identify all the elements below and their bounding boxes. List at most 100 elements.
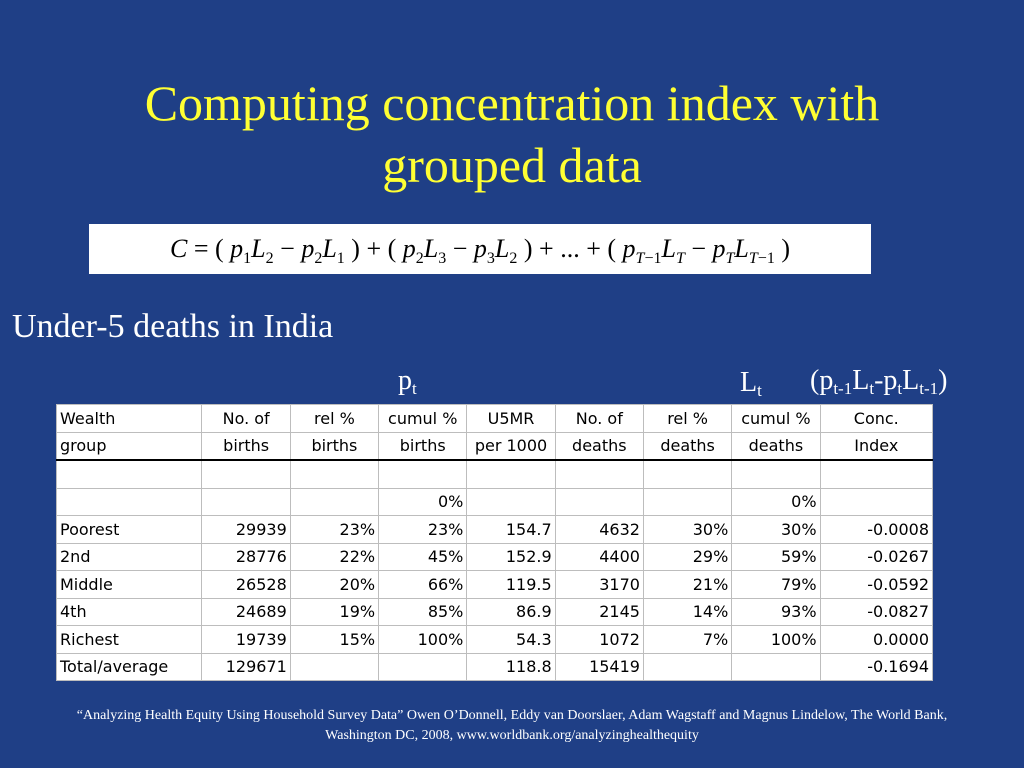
table-cell: 26528 [201,570,291,599]
table-cell: 30% [642,515,733,544]
table-cell [466,487,556,516]
table-cell: births [201,431,291,461]
table-cell: 119.5 [466,570,556,599]
table-cell: 59% [731,542,821,571]
table-cell: 0.0000 [819,625,934,654]
table-cell: -0.0592 [819,570,934,599]
table-cell: -0.0267 [819,542,934,571]
table-cell [289,459,380,489]
table-cell [378,652,468,681]
table-cell: 15419 [554,652,644,681]
table-cell: deaths [642,431,733,461]
table-cell [289,487,380,516]
table-cell [554,459,644,489]
table-row: Total/average 129671 118.8 15419 -0.1694 [55,652,934,681]
table-cell: 45% [378,542,468,571]
table-cell: 66% [378,570,468,599]
table-row: 2nd 28776 22% 45% 152.9 4400 29% 59% -0.0267 [55,542,934,571]
table-cell: deaths [554,431,644,461]
table-header-row: group births births births per 1000 deaths dea… [55,431,934,461]
table-cell: 24689 [201,597,291,626]
table-cell [289,652,380,681]
table-cell: 0% [731,487,821,516]
table-cell: Index [819,431,934,461]
table-cell: 29% [642,542,733,571]
table-cell: Middle [55,570,203,599]
table-cell: 20% [289,570,380,599]
table-cell: 23% [378,515,468,544]
table-cell [201,487,291,516]
table-cell: 54.3 [466,625,556,654]
table-cell: 28776 [201,542,291,571]
table-cell: 30% [731,515,821,544]
slide-title: Computing concentration index with group… [40,72,984,196]
subtitle: Under-5 deaths in India [12,308,334,345]
table-cell: 100% [378,625,468,654]
table-cell: Total/average [55,652,203,681]
table-cell: Richest [55,625,203,654]
table-cell: births [378,431,468,461]
table-row: Richest 19739 15% 100% 54.3 1072 7% 100% 0.0000 [55,625,934,654]
table-cell: per 1000 [466,431,556,461]
table-row: Middle 26528 20% 66% 119.5 3170 21% 79% -0.0592 [55,570,934,599]
table-cell: deaths [731,431,821,461]
table-cell [642,652,733,681]
table-cell: births [289,431,380,461]
table-cell: -0.0008 [819,515,934,544]
concentration-table: Wealth No. of rel % cumul % U5MR No. of rel % c… [55,404,934,681]
table-cell: 86.9 [466,597,556,626]
label-pt: pt [398,365,417,398]
table-cell [466,459,556,489]
table-cell [642,487,733,516]
table-cell: 4632 [554,515,644,544]
table-cell [731,459,821,489]
table-cell: rel % [642,404,733,433]
table-cell: Poorest [55,515,203,544]
table-cell: group [55,431,203,461]
table-cell: 4400 [554,542,644,571]
table-cell: 129671 [201,652,291,681]
table-cell: No. of [201,404,291,433]
table-cell: 0% [378,487,468,516]
table-cell: 118.8 [466,652,556,681]
table-cell [731,652,821,681]
table-cell: 4th [55,597,203,626]
table-cell: 21% [642,570,733,599]
table-cell: 15% [289,625,380,654]
table-cell: No. of [554,404,644,433]
table-row: 0% 0% [55,487,934,516]
table-cell: 29939 [201,515,291,544]
table-row: 4th 24689 19% 85% 86.9 2145 14% 93% -0.0827 [55,597,934,626]
table-cell: 2nd [55,542,203,571]
table-cell: -0.0827 [819,597,934,626]
table-cell: 19739 [201,625,291,654]
table-cell: 154.7 [466,515,556,544]
table-cell: 1072 [554,625,644,654]
table-cell: rel % [289,404,380,433]
concentration-index-formula: C = ( p1L2 − p2L1 ) + ( p2L3 − p3L2 ) + … [89,224,871,274]
table-cell: 19% [289,597,380,626]
table-cell: 2145 [554,597,644,626]
table-cell: 7% [642,625,733,654]
table-cell: 93% [731,597,821,626]
table-cell [642,459,733,489]
table-cell: 79% [731,570,821,599]
table-row: Poorest 29939 23% 23% 154.7 4632 30% 30% -0.0008 [55,515,934,544]
label-formula-term: (pt-1Lt-ptLt-1) [810,365,948,398]
table-cell: 152.9 [466,542,556,571]
citation: “Analyzing Health Equity Using Household… [76,708,948,743]
table-blank-row [55,459,934,489]
title-line-1: Computing concentration index with [144,75,880,131]
table-cell: cumul % [731,404,821,433]
label-lt: Lt [740,367,762,400]
table-cell: 14% [642,597,733,626]
table-cell: 85% [378,597,468,626]
table-cell: cumul % [378,404,468,433]
table-cell: 22% [289,542,380,571]
table-cell [55,459,203,489]
table-header-row: Wealth No. of rel % cumul % U5MR No. of rel % c… [55,404,934,433]
table-cell [554,487,644,516]
table-cell [378,459,468,489]
table-cell: 100% [731,625,821,654]
table-cell [819,487,934,516]
